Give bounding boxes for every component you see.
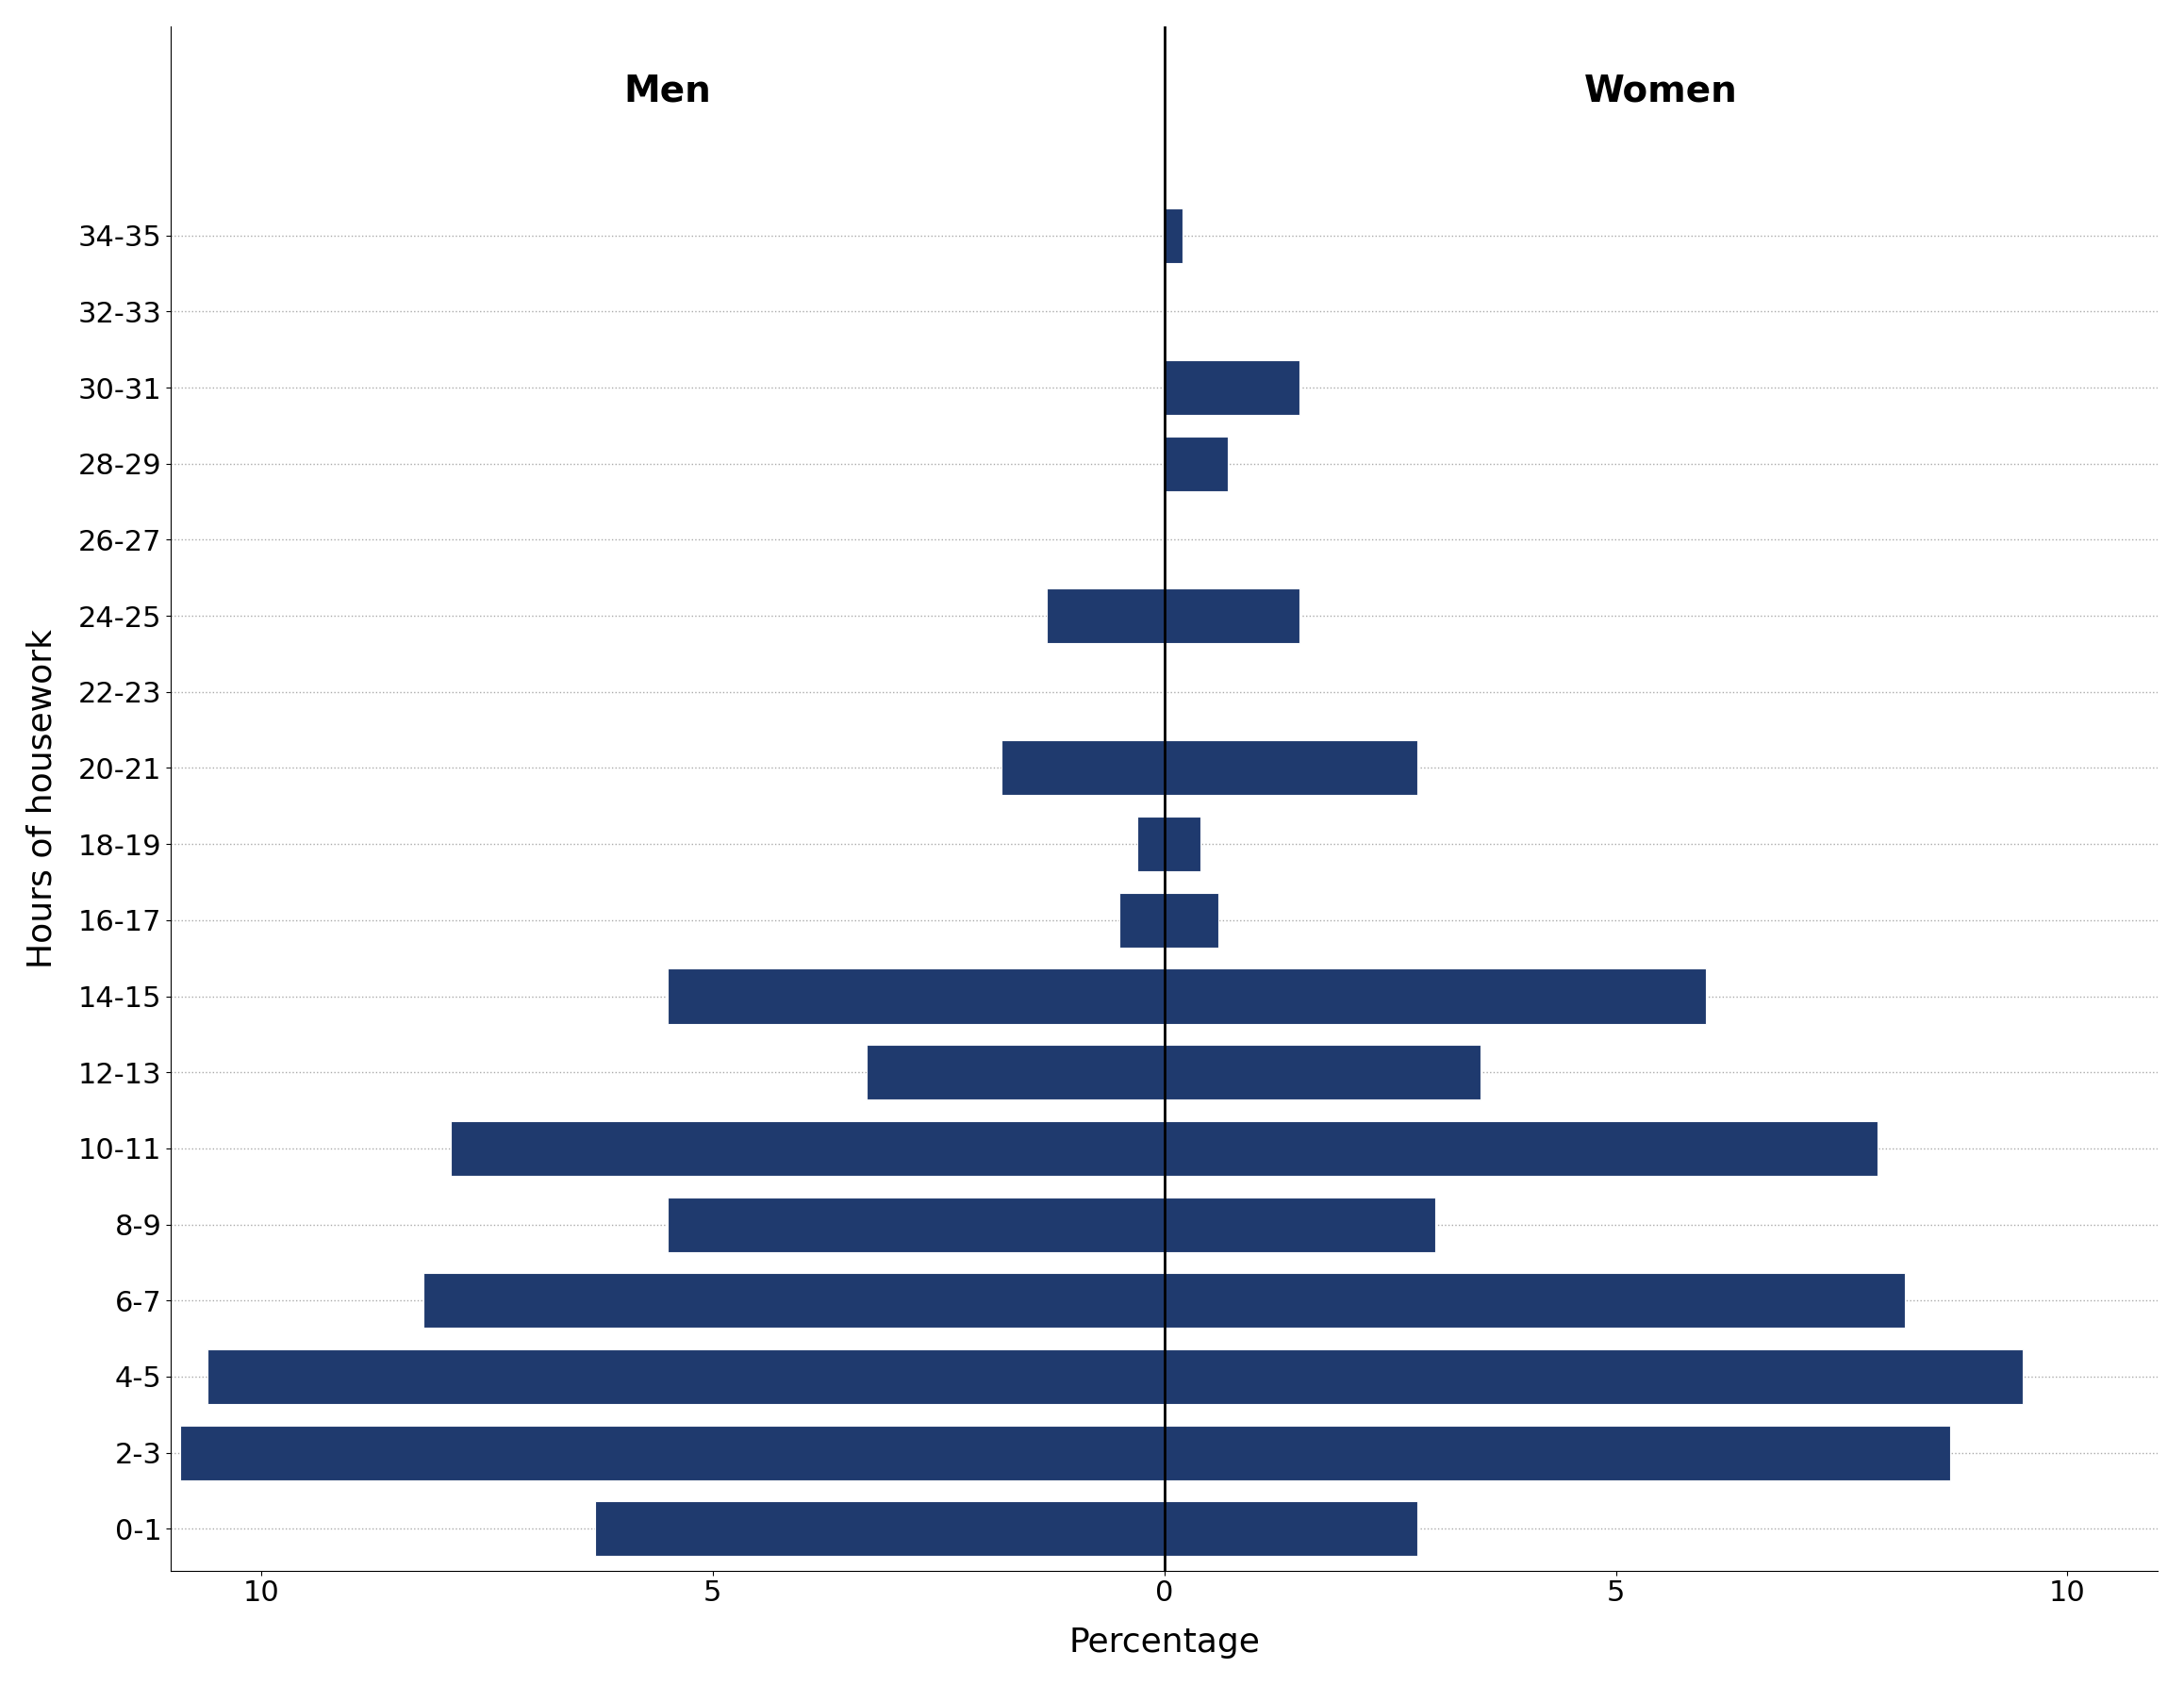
- Bar: [1164, 1501, 1417, 1557]
- Bar: [867, 1045, 1164, 1100]
- Bar: [179, 1426, 1164, 1479]
- Text: Women: Women: [1583, 72, 1738, 110]
- Bar: [1164, 1350, 2022, 1404]
- Text: Men: Men: [625, 72, 712, 110]
- Bar: [668, 1196, 1164, 1252]
- Bar: [1164, 1274, 1904, 1328]
- Bar: [668, 969, 1164, 1023]
- Bar: [1118, 893, 1164, 947]
- Bar: [1164, 436, 1227, 490]
- Bar: [1164, 1426, 1950, 1479]
- Bar: [1138, 817, 1164, 871]
- Bar: [1164, 1045, 1481, 1100]
- Bar: [596, 1501, 1164, 1557]
- Bar: [1164, 969, 1706, 1023]
- Bar: [424, 1274, 1164, 1328]
- Bar: [1164, 361, 1299, 415]
- Bar: [450, 1121, 1164, 1176]
- Bar: [1164, 741, 1417, 795]
- Bar: [1164, 1196, 1435, 1252]
- Y-axis label: Hours of housework: Hours of housework: [26, 629, 59, 969]
- Bar: [1164, 817, 1201, 871]
- Bar: [1002, 741, 1164, 795]
- X-axis label: Percentage: Percentage: [1068, 1626, 1260, 1658]
- Bar: [1046, 588, 1164, 644]
- Bar: [207, 1350, 1164, 1404]
- Bar: [1164, 207, 1182, 263]
- Bar: [1164, 893, 1219, 947]
- Bar: [1164, 1121, 1878, 1176]
- Bar: [1164, 588, 1299, 644]
